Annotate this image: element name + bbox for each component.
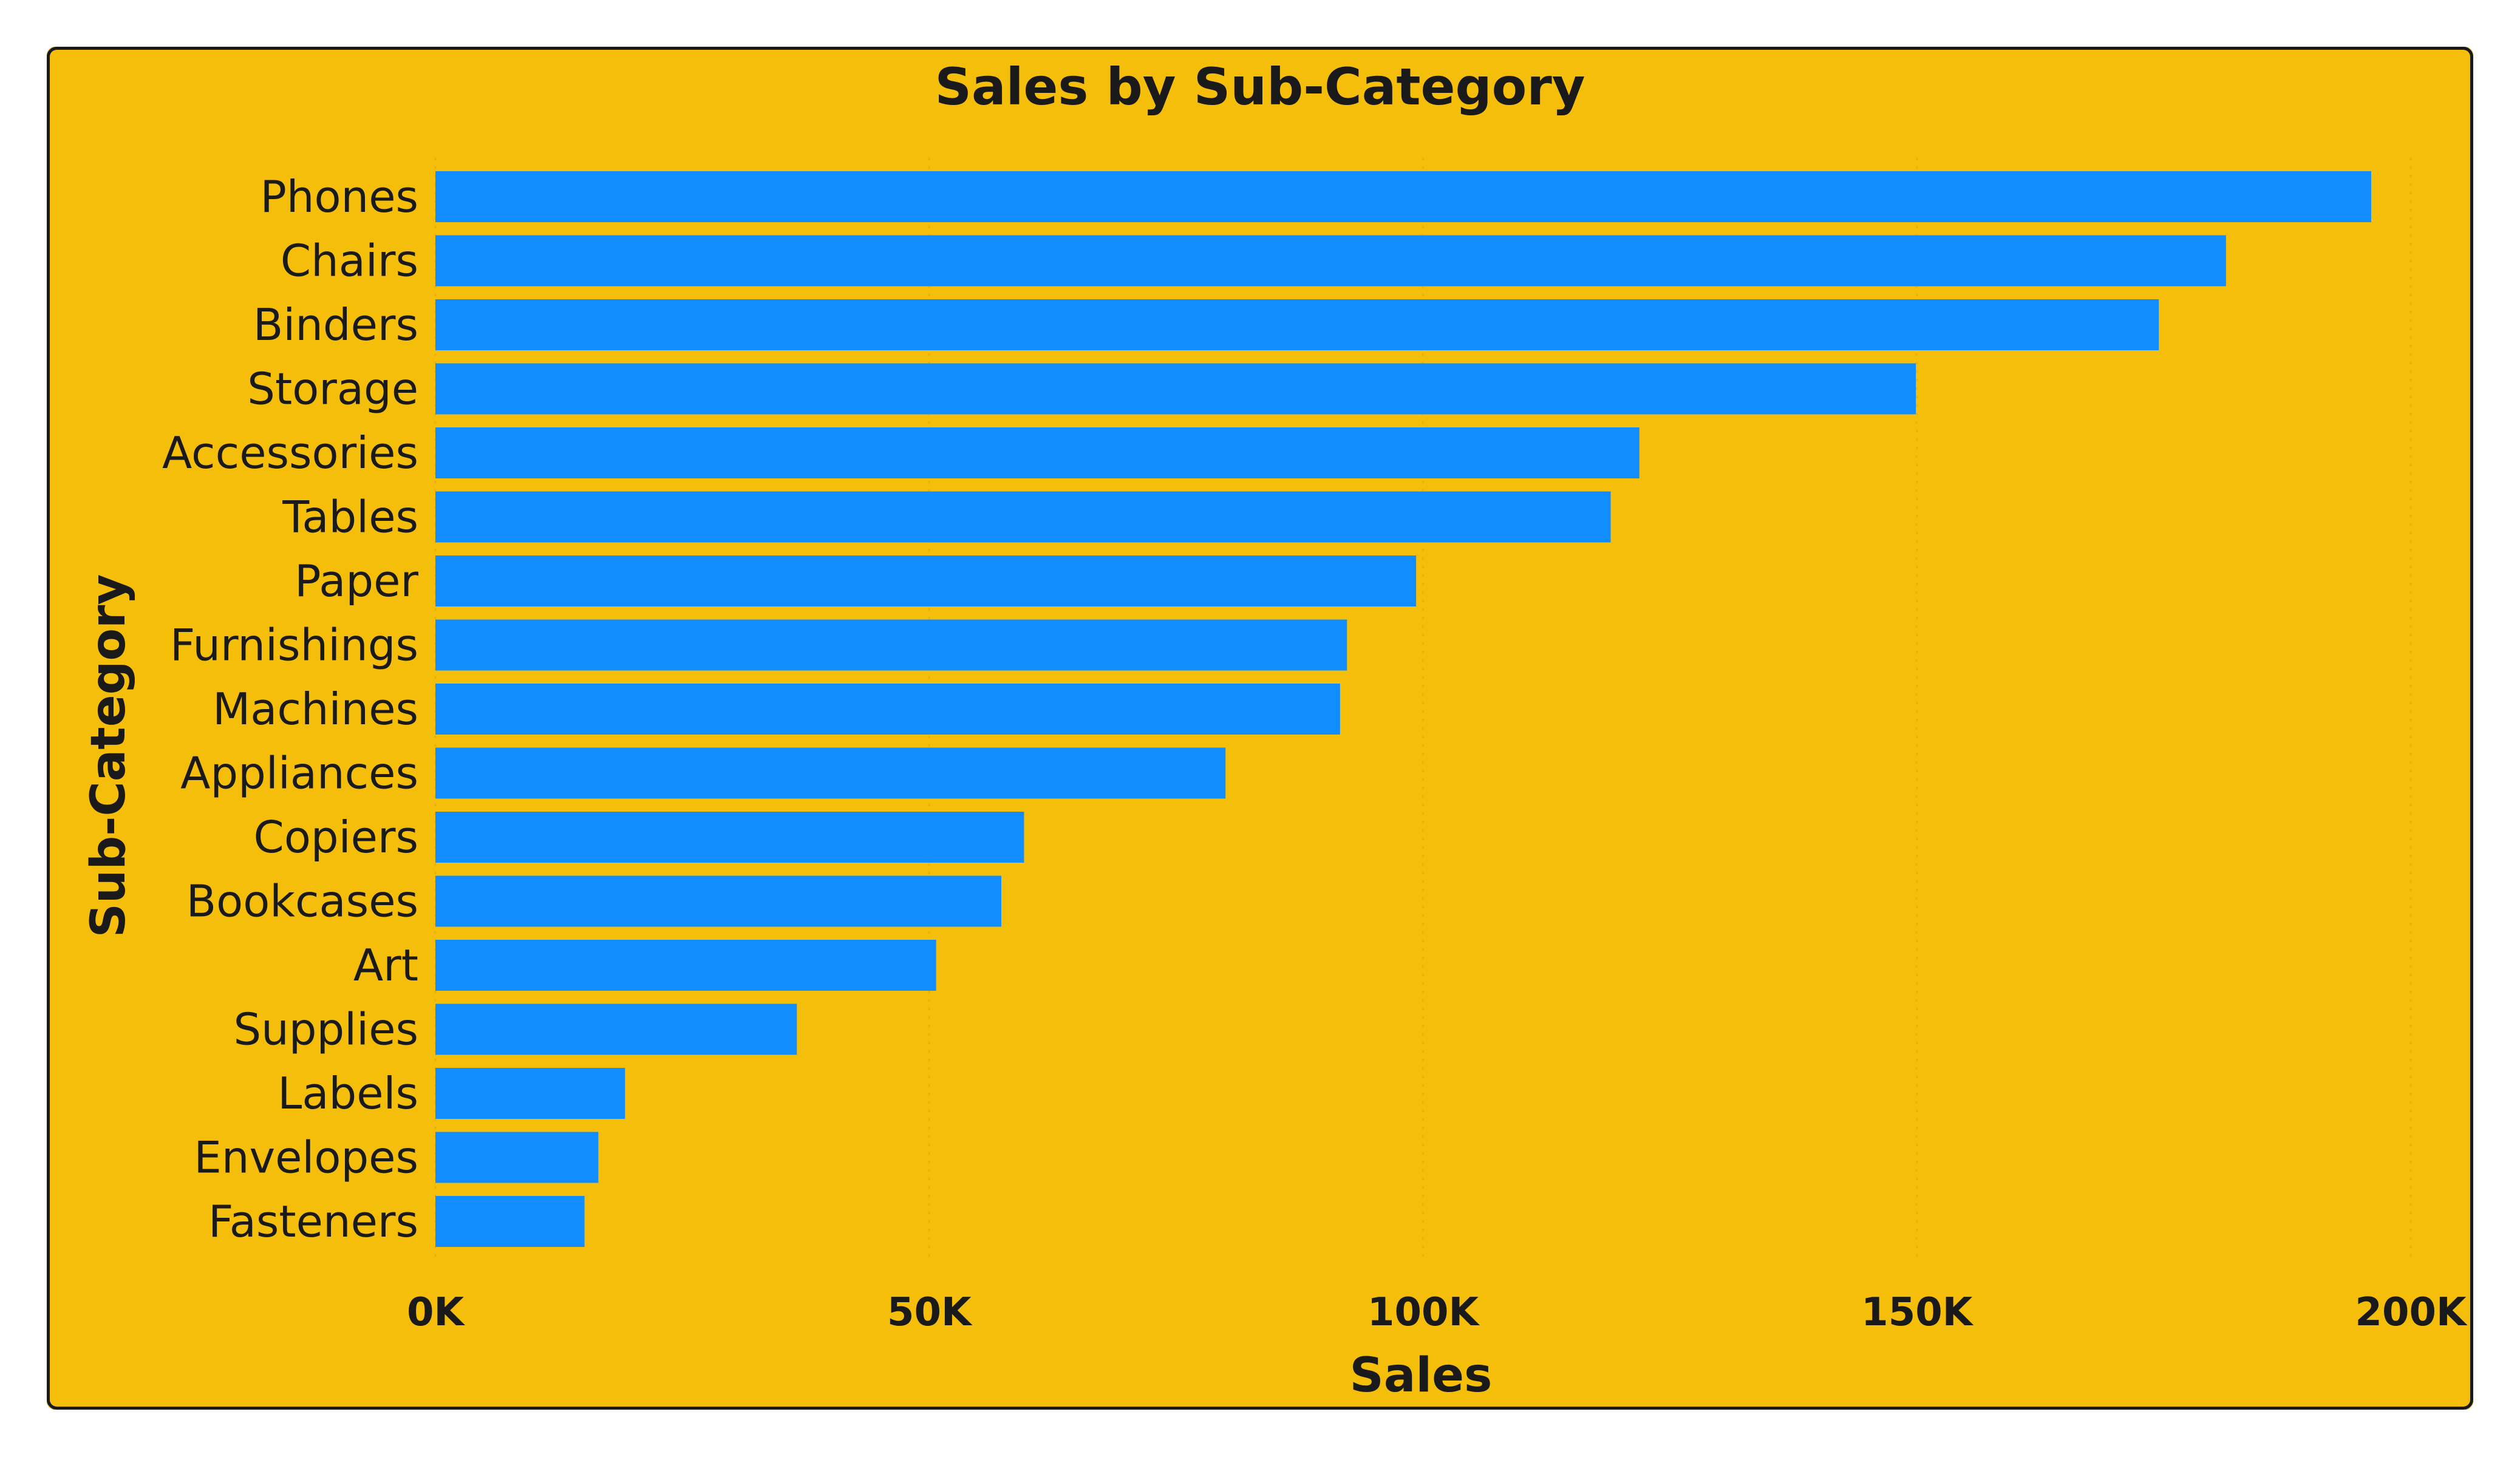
category-label: Appliances [180,748,418,799]
bar-fasteners[interactable] [435,1196,585,1247]
category-label: Fasteners [208,1196,418,1247]
category-label: Furnishings [170,620,418,671]
category-label: Copiers [254,812,418,863]
category-label: Accessories [162,427,418,478]
bar-chairs[interactable] [435,235,2226,287]
x-tick-label: 50K [887,1290,973,1335]
y-axis-title: Sub-Category [81,574,136,938]
bar-accessories[interactable] [435,427,1640,478]
bar-art[interactable] [435,940,936,991]
x-axis-title: Sales [1350,1348,1493,1403]
category-label: Binders [253,299,418,350]
category-label: Chairs [281,236,418,287]
category-labels: Phones Chairs Binders Storage Accessories Tab… [162,171,418,1247]
bar-copiers[interactable] [435,812,1024,863]
bar-appliances[interactable] [435,747,1226,799]
category-label: Tables [282,492,418,543]
bar-machines[interactable] [435,684,1340,735]
x-tick-label: 0K [407,1290,466,1335]
category-label: Supplies [233,1004,418,1055]
x-tick-label: 150K [1861,1290,1974,1335]
bar-paper[interactable] [435,555,1417,606]
bar-furnishings[interactable] [435,619,1347,671]
bar-labels[interactable] [435,1068,625,1119]
category-label: Machines [213,684,418,735]
category-label: Art [353,940,418,991]
chart-border [47,47,2473,1410]
bar-bookcases[interactable] [435,875,1001,927]
x-tick-label: 100K [1367,1290,1480,1335]
bar-envelopes[interactable] [435,1132,599,1183]
bar-phones[interactable] [435,171,2371,222]
bar-supplies[interactable] [435,1004,797,1055]
bar-storage[interactable] [435,363,1916,415]
category-label: Labels [278,1068,418,1119]
category-label: Envelopes [194,1132,418,1183]
bar-tables[interactable] [435,491,1611,543]
category-label: Bookcases [186,876,418,927]
category-label: Phones [260,171,418,222]
category-label: Paper [295,555,418,606]
x-tick-label: 200K [2355,1290,2468,1335]
bars [435,171,2371,1247]
bar-binders[interactable] [435,299,2159,350]
chart-title: Sales by Sub-Category [935,57,1585,117]
x-tick-labels: 0K 50K 100K 150K 200K [407,1290,2468,1335]
category-label: Storage [247,364,418,415]
